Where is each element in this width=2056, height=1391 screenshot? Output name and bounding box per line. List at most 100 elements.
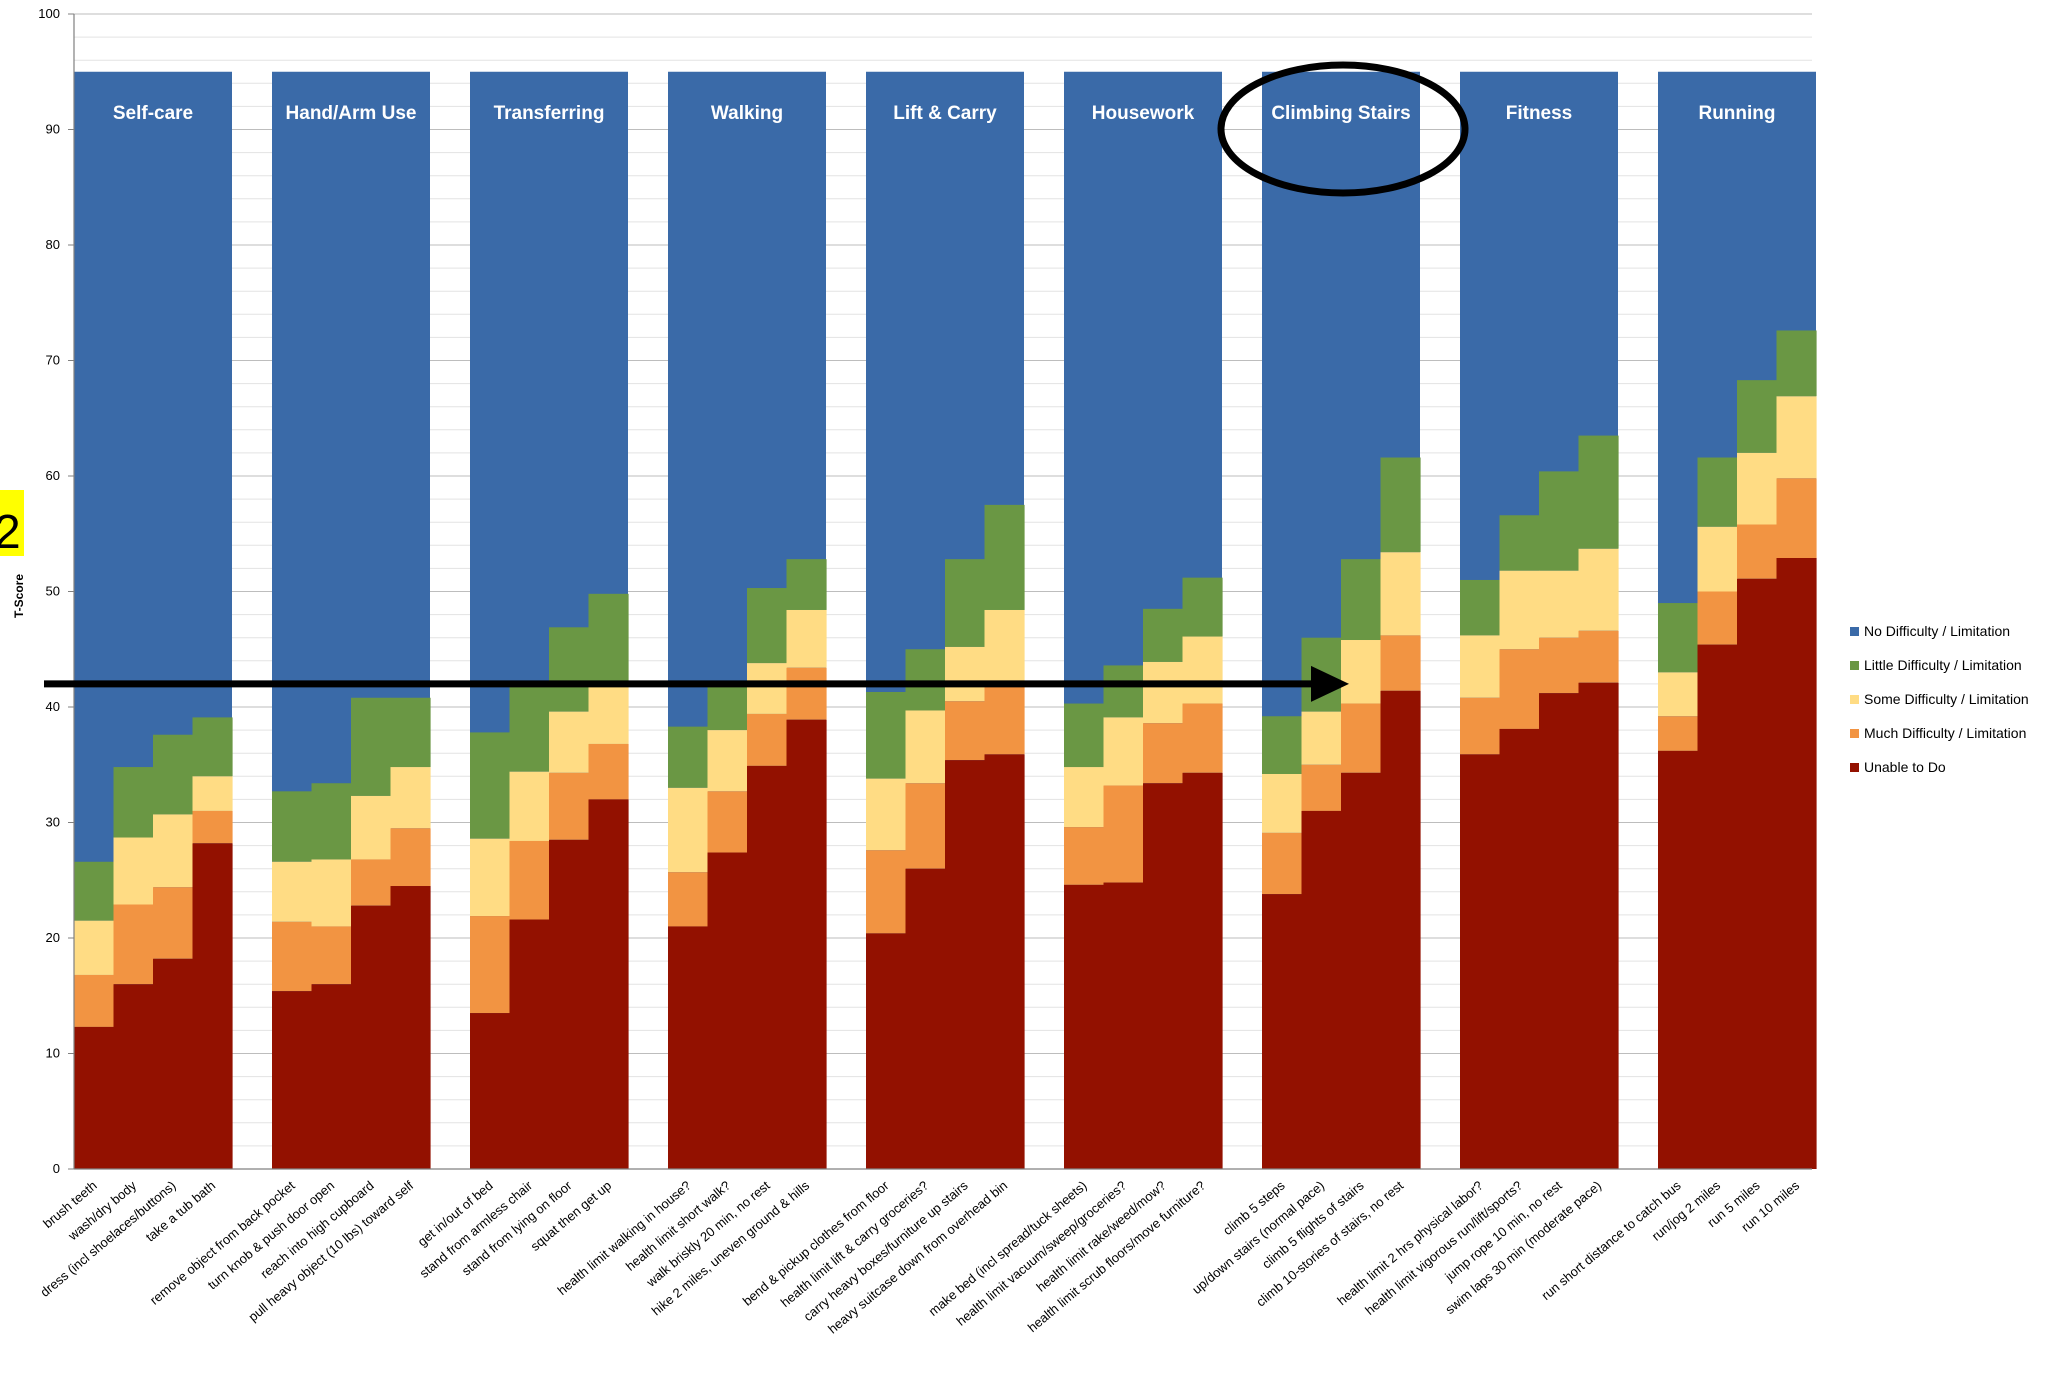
segment-unable-to-do bbox=[668, 926, 709, 1169]
segment-much-difficulty bbox=[1460, 697, 1501, 755]
segment-much-difficulty bbox=[1697, 591, 1738, 645]
segment-some-difficulty bbox=[113, 837, 154, 905]
group-label: Lift & Carry bbox=[893, 103, 997, 124]
segment-much-difficulty bbox=[786, 667, 827, 720]
segment-unable-to-do bbox=[1064, 884, 1105, 1169]
legend-label: Unable to Do bbox=[1864, 759, 1946, 775]
segment-unable-to-do bbox=[1301, 810, 1342, 1169]
group-label: Transferring bbox=[494, 103, 605, 124]
segment-little-difficulty bbox=[1064, 703, 1105, 768]
segment-some-difficulty bbox=[747, 663, 788, 714]
group-label: Hand/Arm Use bbox=[286, 103, 417, 124]
segment-much-difficulty bbox=[470, 916, 511, 1014]
segment-unable-to-do bbox=[747, 765, 788, 1169]
segment-unable-to-do bbox=[1539, 693, 1580, 1169]
segment-much-difficulty bbox=[1499, 649, 1540, 729]
group-label: Housework bbox=[1092, 103, 1195, 124]
segment-little-difficulty bbox=[509, 683, 550, 772]
segment-much-difficulty bbox=[390, 828, 431, 887]
segment-much-difficulty bbox=[153, 887, 194, 959]
legend-swatch bbox=[1850, 695, 1859, 704]
segment-little-difficulty bbox=[113, 767, 154, 838]
segment-some-difficulty bbox=[1460, 635, 1501, 698]
segment-some-difficulty bbox=[192, 776, 233, 811]
segment-unable-to-do bbox=[1103, 882, 1144, 1169]
segment-much-difficulty bbox=[351, 859, 392, 906]
segment-much-difficulty bbox=[1262, 832, 1303, 895]
segment-little-difficulty bbox=[1103, 665, 1144, 718]
segment-little-difficulty bbox=[1460, 579, 1501, 636]
segment-some-difficulty bbox=[153, 814, 194, 888]
segment-some-difficulty bbox=[786, 609, 827, 668]
y-tick-label: 100 bbox=[38, 6, 60, 21]
segment-some-difficulty bbox=[984, 609, 1025, 684]
segment-some-difficulty bbox=[509, 771, 550, 841]
segment-little-difficulty bbox=[1539, 471, 1580, 571]
segment-unable-to-do bbox=[1182, 772, 1223, 1169]
segment-little-difficulty bbox=[390, 697, 431, 768]
segment-some-difficulty bbox=[1539, 570, 1580, 638]
group-label: Self-care bbox=[113, 103, 193, 124]
segment-little-difficulty bbox=[747, 588, 788, 664]
y-tick-label: 60 bbox=[46, 468, 60, 483]
segment-unable-to-do bbox=[74, 1026, 115, 1169]
segment-little-difficulty bbox=[1499, 515, 1540, 571]
segment-some-difficulty bbox=[549, 711, 590, 773]
segment-little-difficulty bbox=[984, 504, 1025, 610]
segment-unable-to-do bbox=[1380, 690, 1421, 1169]
legend-label: Much Difficulty / Limitation bbox=[1864, 725, 2026, 741]
y-tick-label: 90 bbox=[46, 122, 60, 137]
legend: No Difficulty / Limitation Little Difficu… bbox=[1850, 623, 2029, 775]
segment-unable-to-do bbox=[351, 905, 392, 1169]
group-label: Running bbox=[1698, 103, 1775, 124]
segment-much-difficulty bbox=[1103, 785, 1144, 883]
legend-swatch bbox=[1850, 729, 1859, 738]
y-tick-label: 10 bbox=[46, 1046, 60, 1061]
segment-much-difficulty bbox=[1658, 716, 1699, 751]
segment-unable-to-do bbox=[1578, 682, 1619, 1169]
segment-much-difficulty bbox=[1737, 524, 1778, 579]
y-axis-title: T-Score bbox=[12, 574, 26, 618]
segment-little-difficulty bbox=[707, 683, 748, 731]
legend-label: No Difficulty / Limitation bbox=[1864, 623, 2010, 639]
segment-some-difficulty bbox=[1658, 672, 1699, 717]
segment-some-difficulty bbox=[1341, 640, 1382, 704]
segment-little-difficulty bbox=[1143, 608, 1184, 662]
segment-some-difficulty bbox=[390, 767, 431, 829]
segment-unable-to-do bbox=[1341, 772, 1382, 1169]
segment-much-difficulty bbox=[1341, 703, 1382, 773]
segment-little-difficulty bbox=[1697, 457, 1738, 527]
segment-much-difficulty bbox=[1301, 764, 1342, 811]
segment-much-difficulty bbox=[74, 974, 115, 1027]
segment-some-difficulty bbox=[74, 920, 115, 975]
segment-some-difficulty bbox=[588, 686, 629, 744]
segment-little-difficulty bbox=[1658, 603, 1699, 673]
highlight-ellipse bbox=[1217, 61, 1469, 197]
segment-little-difficulty bbox=[153, 734, 194, 815]
segment-little-difficulty bbox=[272, 791, 313, 862]
segment-little-difficulty bbox=[311, 783, 352, 860]
x-tick-label: take a tub bath bbox=[143, 1178, 219, 1245]
segment-little-difficulty bbox=[549, 627, 590, 712]
segment-some-difficulty bbox=[1499, 570, 1540, 650]
segment-much-difficulty bbox=[1182, 703, 1223, 773]
segment-unable-to-do bbox=[588, 799, 629, 1169]
segment-little-difficulty bbox=[905, 649, 946, 711]
segment-unable-to-do bbox=[390, 886, 431, 1169]
segment-unable-to-do bbox=[866, 933, 907, 1169]
segment-little-difficulty bbox=[668, 726, 709, 788]
segment-some-difficulty bbox=[866, 778, 907, 851]
segment-much-difficulty bbox=[192, 810, 233, 844]
segment-little-difficulty bbox=[1262, 716, 1303, 774]
segment-unable-to-do bbox=[1143, 783, 1184, 1169]
annotation-text: 2 bbox=[0, 506, 21, 559]
segment-much-difficulty bbox=[668, 872, 709, 927]
segment-some-difficulty bbox=[1578, 548, 1619, 631]
segment-unable-to-do bbox=[470, 1013, 511, 1169]
y-tick-label: 80 bbox=[46, 237, 60, 252]
annotations: 2 bbox=[0, 61, 1469, 702]
group-label: Climbing Stairs bbox=[1271, 103, 1410, 124]
segment-some-difficulty bbox=[1262, 773, 1303, 833]
